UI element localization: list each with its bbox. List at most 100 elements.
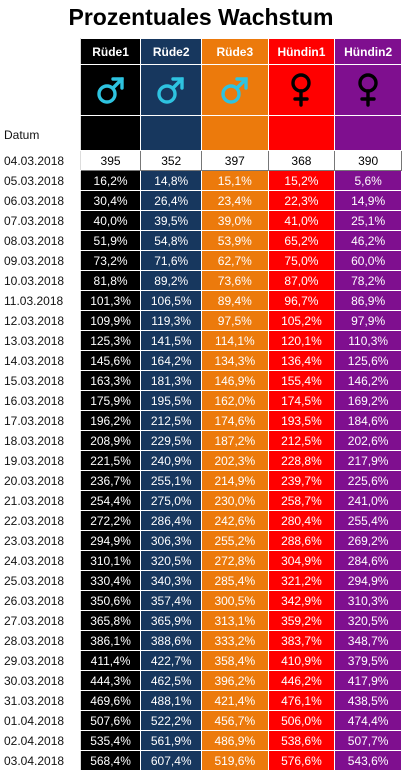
- blank-cell: [334, 115, 402, 151]
- date-cell: 31.03.2018: [0, 690, 81, 711]
- value-cell: 242,6%: [201, 510, 269, 531]
- date-cell: 22.03.2018: [0, 510, 81, 531]
- value-cell: 422,7%: [140, 650, 203, 671]
- value-cell: 174,6%: [201, 410, 269, 431]
- value-cell: 119,3%: [140, 310, 203, 331]
- date-cell: 02.04.2018: [0, 730, 81, 751]
- value-cell: 240,9%: [140, 450, 203, 471]
- value-cell: 255,4%: [334, 510, 402, 531]
- value-cell: 184,6%: [334, 410, 402, 431]
- table-row: 08.03.2018 51,9% 54,8% 53,9% 65,2% 46,2%: [0, 230, 402, 251]
- label-row: Datum: [0, 115, 402, 151]
- date-cell: 03.04.2018: [0, 750, 81, 771]
- header-corner: [0, 38, 81, 65]
- value-cell: 136,4%: [267, 350, 336, 371]
- value-cell: 73,6%: [201, 270, 269, 291]
- table-row: 13.03.2018 125,3% 141,5% 114,1% 120,1% 110,3%: [0, 330, 402, 351]
- blank-cell: [140, 115, 203, 151]
- value-cell: 568,4%: [79, 750, 142, 771]
- value-cell: 202,6%: [334, 430, 402, 451]
- table-row: 12.03.2018 109,9% 119,3% 97,5% 105,2% 97,9%: [0, 310, 402, 331]
- value-cell: 97,9%: [334, 310, 402, 331]
- table-row: 18.03.2018 208,9% 229,5% 187,2% 212,5% 202,6%: [0, 430, 402, 451]
- column-header: Hündin2: [334, 38, 402, 65]
- base-value-cell: 368: [267, 150, 336, 171]
- value-cell: 109,9%: [79, 310, 142, 331]
- value-cell: 134,3%: [201, 350, 269, 371]
- value-cell: 106,5%: [140, 290, 203, 311]
- table-row: 17.03.2018 196,2% 212,5% 174,6% 193,5% 184,6%: [0, 410, 402, 431]
- value-cell: 105,2%: [267, 310, 336, 331]
- growth-table: Rüde1 Rüde2 Rüde3 Hündin1 Hündin2: [0, 38, 402, 771]
- blank-cell: [79, 115, 142, 151]
- value-cell: 538,6%: [267, 730, 336, 751]
- value-cell: 225,6%: [334, 470, 402, 491]
- value-cell: 294,9%: [79, 530, 142, 551]
- symbol-cell: [79, 64, 142, 116]
- value-cell: 288,6%: [267, 530, 336, 551]
- table-row: 28.03.2018 386,1% 388,6% 333,2% 383,7% 348,7%: [0, 630, 402, 651]
- date-cell: 07.03.2018: [0, 210, 81, 231]
- value-cell: 230,0%: [201, 490, 269, 511]
- value-cell: 71,6%: [140, 250, 203, 271]
- value-cell: 507,6%: [79, 710, 142, 731]
- value-cell: 212,5%: [140, 410, 203, 431]
- value-cell: 214,9%: [201, 470, 269, 491]
- value-cell: 607,4%: [140, 750, 203, 771]
- value-cell: 141,5%: [140, 330, 203, 351]
- date-column-label: Datum: [0, 115, 81, 151]
- symbol-cell: [334, 64, 402, 116]
- date-cell: 16.03.2018: [0, 390, 81, 411]
- table-row: 31.03.2018 469,6% 488,1% 421,4% 476,1% 438,5%: [0, 690, 402, 711]
- value-cell: 169,2%: [334, 390, 402, 411]
- value-cell: 474,4%: [334, 710, 402, 731]
- table-row: 11.03.2018 101,3% 106,5% 89,4% 96,7% 86,9%: [0, 290, 402, 311]
- column-header: Rüde2: [140, 38, 203, 65]
- value-cell: 313,1%: [201, 610, 269, 631]
- value-cell: 284,6%: [334, 550, 402, 571]
- date-cell: 28.03.2018: [0, 630, 81, 651]
- column-header: Rüde3: [201, 38, 269, 65]
- table-row: 07.03.2018 40,0% 39,5% 39,0% 41,0% 25,1%: [0, 210, 402, 231]
- value-cell: 379,5%: [334, 650, 402, 671]
- value-cell: 221,5%: [79, 450, 142, 471]
- value-cell: 286,4%: [140, 510, 203, 531]
- value-cell: 421,4%: [201, 690, 269, 711]
- value-cell: 195,5%: [140, 390, 203, 411]
- symbol-cell: [140, 64, 203, 116]
- value-cell: 208,9%: [79, 430, 142, 451]
- value-cell: 417,9%: [334, 670, 402, 691]
- column-header: Hündin1: [267, 38, 336, 65]
- table-row: 03.04.2018 568,4% 607,4% 519,6% 576,6% 543,6%: [0, 750, 402, 771]
- table-row: 23.03.2018 294,9% 306,3% 255,2% 288,6% 269,2%: [0, 530, 402, 551]
- table-row: 29.03.2018 411,4% 422,7% 358,4% 410,9% 379,5%: [0, 650, 402, 671]
- symbol-row: [0, 64, 402, 116]
- value-cell: 543,6%: [334, 750, 402, 771]
- value-cell: 365,9%: [140, 610, 203, 631]
- value-cell: 340,3%: [140, 570, 203, 591]
- value-cell: 53,9%: [201, 230, 269, 251]
- value-cell: 535,4%: [79, 730, 142, 751]
- date-cell: 17.03.2018: [0, 410, 81, 431]
- value-cell: 300,5%: [201, 590, 269, 611]
- value-cell: 81,8%: [79, 270, 142, 291]
- date-cell: 01.04.2018: [0, 710, 81, 731]
- value-cell: 65,2%: [267, 230, 336, 251]
- value-cell: 255,1%: [140, 470, 203, 491]
- date-cell: 10.03.2018: [0, 270, 81, 291]
- value-cell: 89,2%: [140, 270, 203, 291]
- base-row: 04.03.2018 395 352 397 368 390: [0, 150, 402, 171]
- date-cell: 20.03.2018: [0, 470, 81, 491]
- table-row: 24.03.2018 310,1% 320,5% 272,8% 304,9% 284,6%: [0, 550, 402, 571]
- symbol-cell: [267, 64, 336, 116]
- value-cell: 444,3%: [79, 670, 142, 691]
- value-cell: 62,7%: [201, 250, 269, 271]
- page-title: Prozentuales Wachstum: [68, 4, 334, 30]
- value-cell: 507,7%: [334, 730, 402, 751]
- value-cell: 488,1%: [140, 690, 203, 711]
- value-cell: 125,3%: [79, 330, 142, 351]
- value-cell: 365,8%: [79, 610, 142, 631]
- value-cell: 41,0%: [267, 210, 336, 231]
- male-icon: [221, 77, 248, 104]
- value-cell: 229,5%: [140, 430, 203, 451]
